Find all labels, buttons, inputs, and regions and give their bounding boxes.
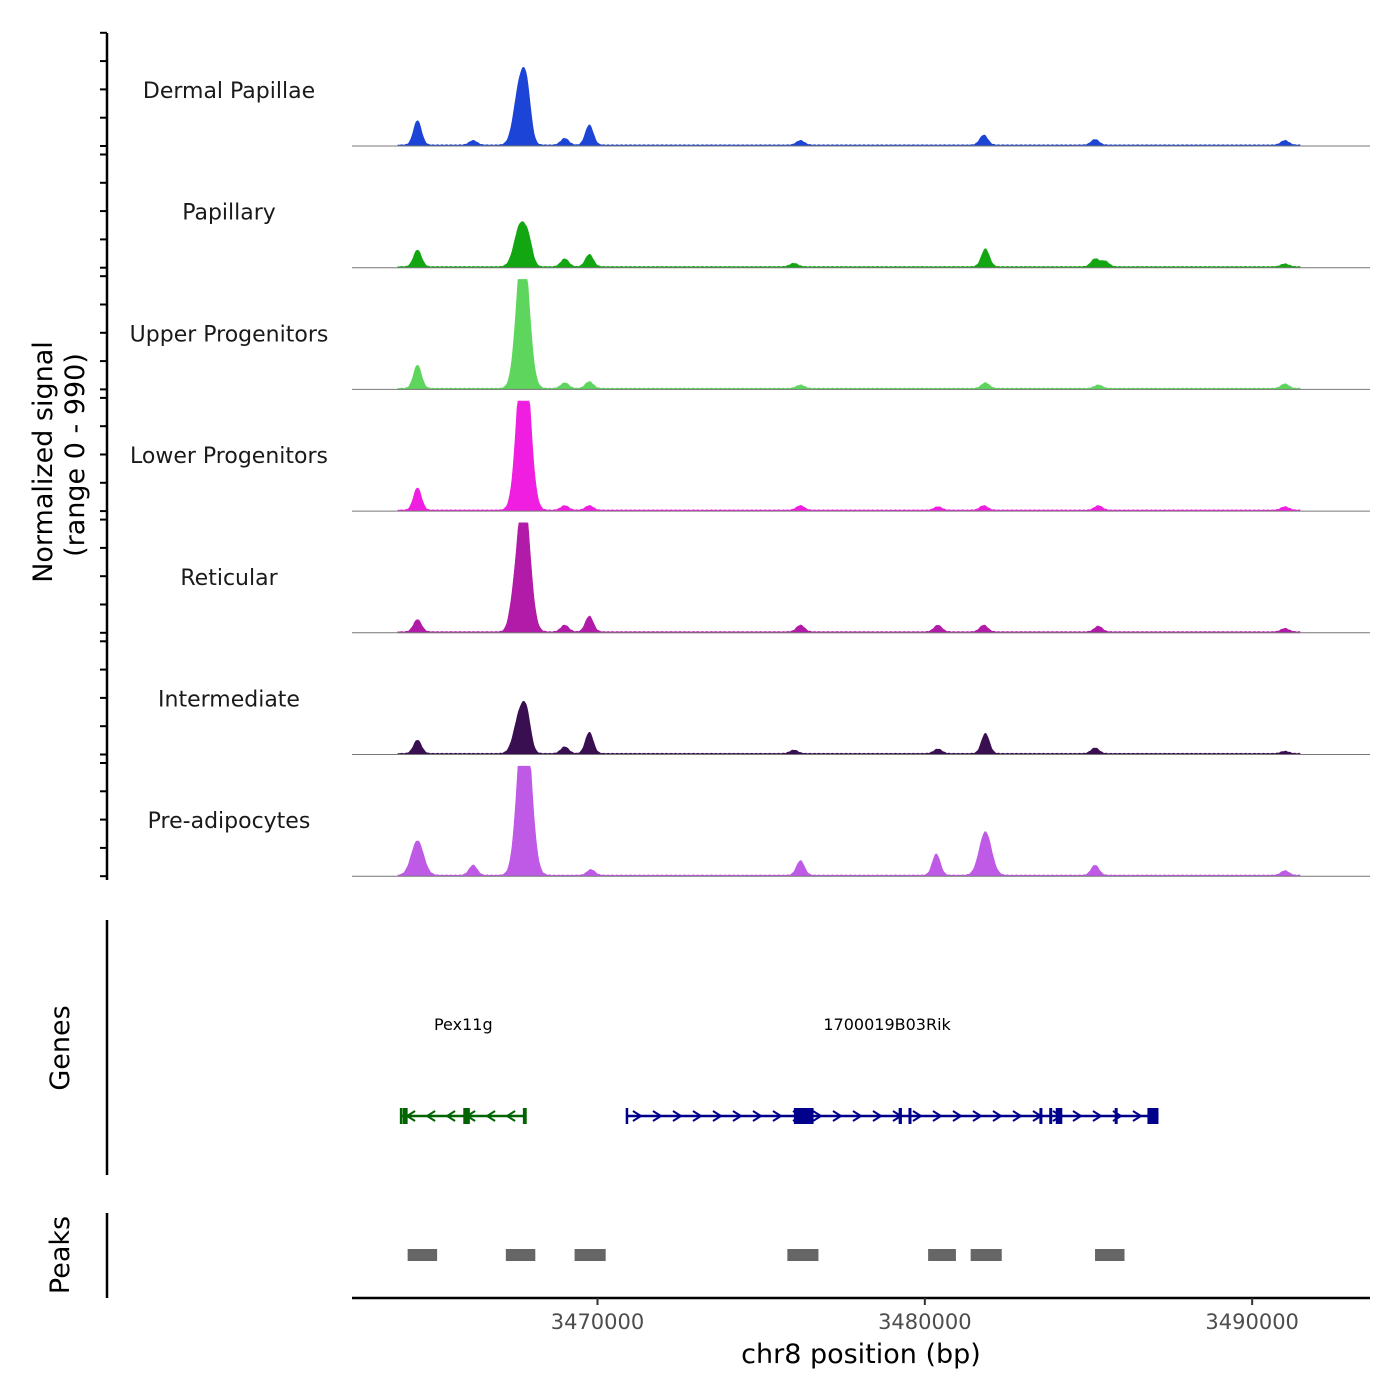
- strand-arrow: [832, 1110, 843, 1122]
- x-axis: 3470000 3480000 3490000: [551, 1298, 1299, 1334]
- x-tick-label: 3480000: [878, 1310, 972, 1334]
- peak-track: [407, 1249, 1125, 1261]
- peak-region: [574, 1249, 606, 1261]
- signal-track: Upper Progenitors: [130, 279, 1370, 390]
- strand-arrow: [1072, 1110, 1083, 1122]
- gene-label: Pex11g: [434, 1015, 493, 1034]
- signal-track: Pre-adipocytes: [148, 765, 1370, 877]
- x-tick-label: 3470000: [551, 1310, 645, 1334]
- signal-axis-title: Normalized signal: [28, 341, 59, 583]
- signal-axis-subtitle: (range 0 - 990): [60, 353, 91, 557]
- exon: [1039, 1108, 1043, 1124]
- peak-region: [407, 1249, 438, 1261]
- signal-area: [397, 279, 1301, 390]
- strand-arrow: [912, 1110, 923, 1122]
- strand-arrow: [692, 1110, 703, 1122]
- strand-arrow: [425, 1110, 436, 1122]
- peaks-track-label: Peaks: [45, 1216, 76, 1294]
- gene: 1700019B03Rik: [625, 1015, 1159, 1124]
- signal-y-axis: [100, 31, 109, 880]
- strand-arrow: [992, 1110, 1003, 1122]
- gene-track: Pex11g 1700019B03Rik: [399, 1015, 1159, 1124]
- exon: [522, 1108, 526, 1124]
- exon: [1114, 1108, 1118, 1124]
- track-label: Intermediate: [158, 688, 300, 713]
- strand-arrow: [932, 1110, 943, 1122]
- strand-arrow: [712, 1110, 723, 1122]
- strand-arrow: [772, 1110, 783, 1122]
- signal-area: [397, 522, 1301, 634]
- peak-region: [1095, 1249, 1125, 1261]
- track-label: Reticular: [180, 566, 278, 591]
- signal-area: [397, 400, 1301, 512]
- exon: [1049, 1108, 1053, 1124]
- peak-region: [928, 1249, 956, 1261]
- signal-track: Papillary: [182, 201, 1370, 269]
- strand-arrow: [445, 1110, 456, 1122]
- signal-area: [397, 700, 1301, 755]
- signal-track: Lower Progenitors: [130, 400, 1370, 512]
- strand-arrow: [952, 1110, 963, 1122]
- strand-arrow: [1092, 1110, 1103, 1122]
- strand-arrow: [1132, 1110, 1143, 1122]
- x-tick-label: 3490000: [1205, 1310, 1299, 1334]
- exon: [1055, 1108, 1063, 1124]
- exon: [898, 1108, 902, 1124]
- genes-track-label: Genes: [45, 1005, 76, 1090]
- strand-arrow: [732, 1110, 743, 1122]
- strand-arrow: [972, 1110, 983, 1122]
- strand-arrow: [1012, 1110, 1023, 1122]
- strand-arrow: [505, 1110, 516, 1122]
- signal-area: [397, 765, 1301, 877]
- gene: Pex11g: [399, 1015, 527, 1124]
- signal-tracks: Dermal Papillae Papillary Upper Progenitor…: [130, 66, 1370, 877]
- strand-arrow: [752, 1110, 763, 1122]
- strand-arrow: [872, 1110, 883, 1122]
- signal-track: Intermediate: [158, 688, 1370, 755]
- exon: [1147, 1108, 1158, 1124]
- track-label: Papillary: [182, 201, 276, 226]
- gene-label: 1700019B03Rik: [823, 1015, 951, 1034]
- signal-track: Reticular: [180, 522, 1370, 634]
- strand-arrow: [485, 1110, 496, 1122]
- exon: [402, 1108, 408, 1124]
- track-label: Dermal Papillae: [143, 79, 315, 104]
- strand-arrow: [812, 1110, 823, 1122]
- track-label: Upper Progenitors: [130, 322, 329, 347]
- signal-area: [397, 221, 1301, 268]
- exon: [793, 1108, 814, 1124]
- x-axis-title: chr8 position (bp): [741, 1339, 981, 1370]
- track-label: Lower Progenitors: [130, 444, 328, 469]
- exon: [463, 1108, 470, 1124]
- peak-region: [787, 1249, 819, 1261]
- peak-region: [505, 1249, 536, 1261]
- strand-arrow: [852, 1110, 863, 1122]
- peak-region: [970, 1249, 1002, 1261]
- strand-arrow: [672, 1110, 683, 1122]
- track-label: Pre-adipocytes: [148, 809, 311, 834]
- exon: [908, 1108, 912, 1124]
- strand-arrow: [652, 1110, 663, 1122]
- signal-area: [397, 66, 1301, 147]
- signal-track: Dermal Papillae: [143, 66, 1370, 147]
- strand-arrow: [632, 1110, 643, 1122]
